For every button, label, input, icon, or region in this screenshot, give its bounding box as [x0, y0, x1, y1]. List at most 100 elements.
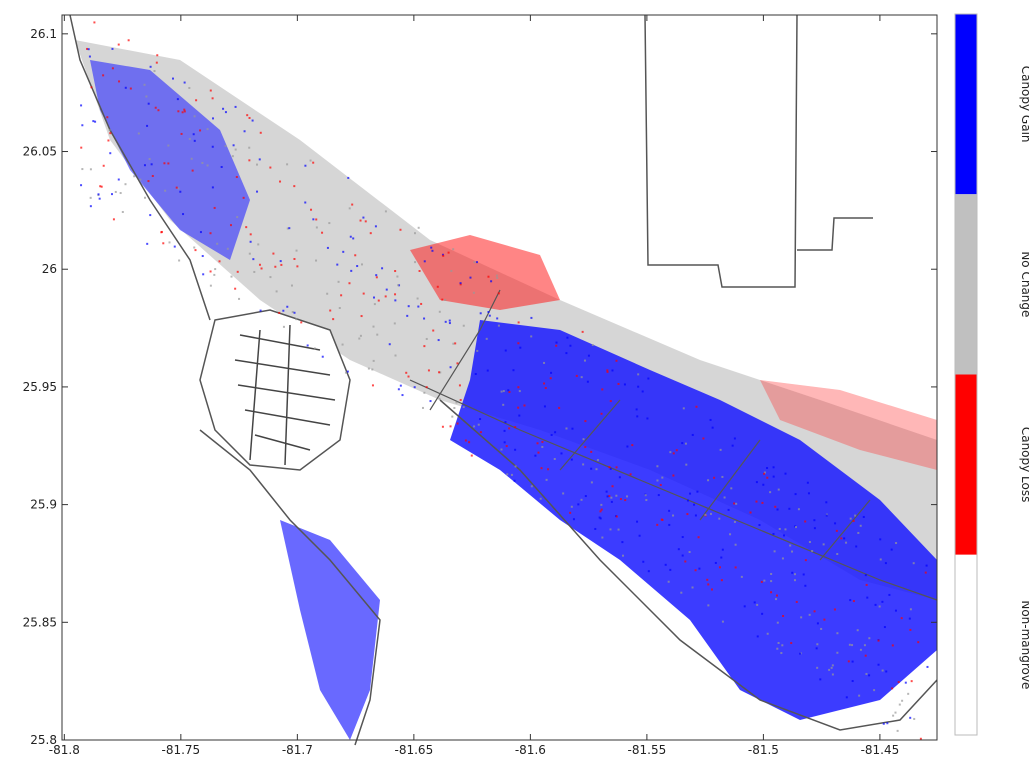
map-pixel: [188, 87, 190, 89]
map-pixel: [888, 594, 890, 596]
map-pixel: [853, 520, 855, 522]
map-pixel: [441, 299, 443, 301]
colorbar-label: No Change: [1019, 251, 1029, 317]
map-pixel: [118, 44, 120, 46]
map-pixel: [478, 424, 480, 426]
map-pixel: [517, 342, 519, 344]
map-pixel: [490, 280, 492, 282]
map-pixel: [345, 372, 347, 374]
map-pixel: [269, 276, 271, 278]
map-pixel: [621, 541, 623, 543]
map-pixel: [474, 261, 476, 263]
map-pixel: [795, 493, 797, 495]
map-pixel: [622, 555, 624, 557]
map-pixel: [234, 288, 236, 290]
map-pixel: [565, 352, 567, 354]
map-pixel: [124, 183, 126, 185]
map-pixel: [99, 198, 101, 200]
map-pixel: [194, 249, 196, 251]
colorbar-label: Canopy Gain: [1019, 66, 1029, 143]
map-pixel: [292, 311, 294, 313]
map-pixel: [451, 416, 453, 418]
map-pixel: [735, 544, 737, 546]
map-pixel: [280, 264, 282, 266]
map-pixel: [487, 370, 489, 372]
map-pixel: [118, 80, 120, 82]
map-pixel: [758, 524, 760, 526]
map-pixel: [540, 498, 542, 500]
map-pixel: [295, 318, 297, 320]
map-pixel: [432, 330, 434, 332]
map-pixel: [81, 124, 83, 126]
map-pixel: [744, 605, 746, 607]
map-pixel: [195, 99, 197, 101]
map-pixel: [148, 103, 150, 105]
map-pixel: [672, 515, 674, 517]
map-pixel: [342, 251, 344, 253]
map-pixel: [259, 264, 261, 266]
map-pixel: [177, 98, 179, 100]
map-pixel: [901, 617, 903, 619]
map-pixel: [571, 506, 573, 508]
map-pixel: [735, 503, 737, 505]
map-pixel: [854, 515, 856, 517]
map-pixel: [755, 501, 757, 503]
map-pixel: [386, 289, 388, 291]
map-pixel: [167, 162, 169, 164]
colorbar-segment: [955, 14, 977, 194]
map-pixel: [225, 145, 227, 147]
map-pixel: [571, 428, 573, 430]
map-pixel: [310, 209, 312, 211]
map-pixel: [487, 311, 489, 313]
map-pixel: [128, 39, 130, 41]
map-pixel: [445, 321, 447, 323]
map-pixel: [361, 315, 363, 317]
map-pixel: [560, 452, 562, 454]
map-pixel: [193, 247, 195, 249]
map-pixel: [312, 218, 314, 220]
map-pixel: [750, 512, 752, 514]
map-pixel: [875, 604, 877, 606]
map-pixel: [608, 495, 610, 497]
map-pixel: [547, 468, 549, 470]
map-pixel: [90, 205, 92, 207]
map-pixel: [237, 271, 239, 273]
map-pixel: [595, 468, 597, 470]
map-pixel: [227, 248, 229, 250]
map-pixel: [926, 666, 928, 668]
map-pixel: [138, 132, 140, 134]
map-pixel: [702, 437, 704, 439]
map-pixel: [256, 164, 258, 166]
map-pixel: [695, 406, 697, 408]
map-pixel: [648, 570, 650, 572]
map-pixel: [400, 385, 402, 387]
map-pixel: [819, 678, 821, 680]
map-pixel: [610, 400, 612, 402]
map-pixel: [555, 345, 557, 347]
map-pixel: [881, 601, 883, 603]
map-pixel: [630, 473, 632, 475]
map-pixel: [597, 459, 599, 461]
map-pixel: [684, 560, 686, 562]
map-pixel: [94, 121, 96, 123]
map-pixel: [150, 66, 152, 68]
map-pixel: [721, 579, 723, 581]
map-pixel: [88, 48, 90, 50]
map-pixel: [733, 502, 735, 504]
map-pixel: [93, 21, 95, 23]
map-pixel: [917, 641, 919, 643]
map-pixel: [260, 310, 262, 312]
map-pixel: [695, 569, 697, 571]
map-pixel: [660, 484, 662, 486]
map-pixel: [531, 485, 533, 487]
map-pixel: [394, 299, 396, 301]
map-pixel: [200, 231, 202, 233]
map-pixel: [210, 232, 212, 234]
map-pixel: [419, 270, 421, 272]
map-pixel: [210, 270, 212, 272]
map-pixel: [146, 125, 148, 127]
map-pixel: [661, 519, 663, 521]
y-tick-label: 25.9: [30, 498, 57, 512]
map-pixel: [179, 191, 181, 193]
map-pixel: [584, 446, 586, 448]
